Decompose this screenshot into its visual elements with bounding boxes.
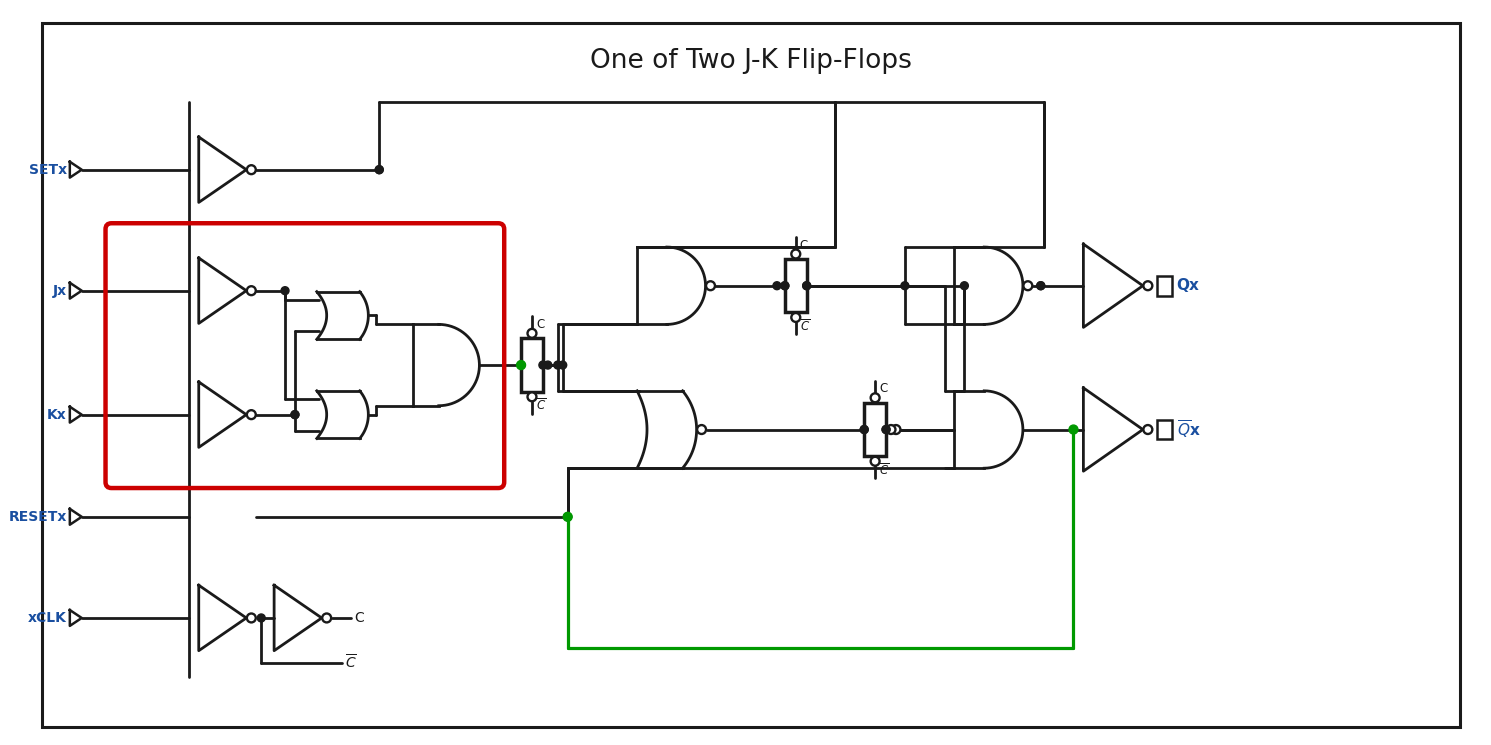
Circle shape	[871, 393, 880, 402]
Circle shape	[883, 425, 890, 434]
Circle shape	[322, 613, 331, 622]
Circle shape	[516, 361, 525, 370]
Text: Kx: Kx	[48, 408, 67, 422]
Circle shape	[1023, 282, 1032, 291]
Text: xCLK: xCLK	[28, 611, 67, 625]
Text: SETx: SETx	[28, 162, 67, 177]
Circle shape	[528, 393, 537, 402]
Text: $\overline{C}$: $\overline{C}$	[880, 463, 889, 478]
Bar	[1157, 419, 1172, 440]
Circle shape	[564, 513, 573, 522]
Circle shape	[559, 361, 567, 369]
Circle shape	[887, 425, 896, 434]
Circle shape	[291, 410, 298, 419]
Circle shape	[282, 287, 289, 294]
Text: $\overline{Q}$x: $\overline{Q}$x	[1176, 419, 1200, 440]
Circle shape	[248, 286, 256, 295]
Circle shape	[1036, 282, 1045, 290]
Circle shape	[781, 282, 789, 290]
Circle shape	[772, 282, 781, 290]
Circle shape	[553, 361, 562, 369]
Circle shape	[860, 425, 868, 434]
Circle shape	[376, 165, 383, 174]
Circle shape	[1036, 282, 1045, 290]
Circle shape	[781, 282, 789, 290]
Bar	[1157, 276, 1172, 296]
Text: Jx: Jx	[52, 284, 67, 298]
Text: One of Two J-K Flip-Flops: One of Two J-K Flip-Flops	[590, 48, 912, 74]
Bar	[865, 403, 886, 456]
Circle shape	[1069, 425, 1078, 434]
Circle shape	[883, 425, 890, 434]
Bar	[520, 338, 543, 392]
Circle shape	[802, 282, 811, 290]
Circle shape	[792, 250, 801, 259]
Circle shape	[248, 165, 256, 174]
Circle shape	[248, 613, 256, 622]
Text: RESETx: RESETx	[9, 510, 67, 524]
Text: $\overline{C}$: $\overline{C}$	[344, 653, 356, 672]
Circle shape	[860, 425, 868, 434]
Circle shape	[698, 425, 707, 434]
Text: C: C	[799, 238, 808, 252]
Text: C: C	[880, 382, 887, 396]
Circle shape	[1144, 425, 1153, 434]
Circle shape	[564, 513, 571, 521]
Circle shape	[528, 329, 537, 337]
Circle shape	[901, 282, 910, 290]
Circle shape	[960, 282, 968, 290]
Text: $\overline{C}$: $\overline{C}$	[799, 319, 810, 335]
Circle shape	[376, 165, 383, 174]
Circle shape	[517, 361, 525, 369]
Circle shape	[258, 614, 265, 622]
Circle shape	[802, 282, 811, 290]
Bar	[784, 259, 807, 312]
Text: C: C	[355, 611, 364, 625]
Circle shape	[871, 457, 880, 466]
Text: C: C	[535, 318, 544, 331]
Circle shape	[1144, 282, 1153, 291]
Circle shape	[707, 282, 716, 291]
Circle shape	[792, 313, 801, 322]
Circle shape	[291, 410, 298, 419]
Circle shape	[248, 410, 256, 419]
Text: Qx: Qx	[1176, 278, 1199, 294]
Circle shape	[892, 425, 901, 434]
Circle shape	[538, 361, 547, 369]
Text: $\overline{C}$: $\overline{C}$	[535, 398, 546, 413]
Circle shape	[544, 361, 552, 369]
